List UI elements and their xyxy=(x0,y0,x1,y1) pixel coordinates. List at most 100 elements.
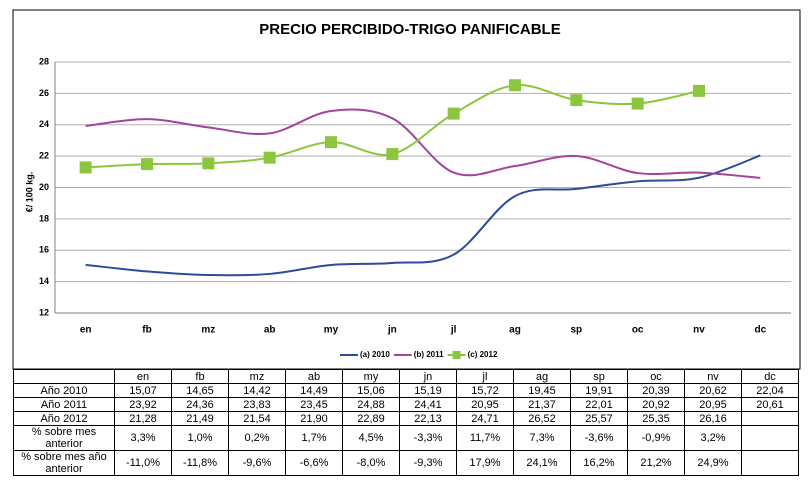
table-cell: 22,04 xyxy=(741,383,799,398)
x-tick-label: en xyxy=(80,325,92,336)
x-tick-label: ab xyxy=(264,325,276,336)
table-cell: 20,95 xyxy=(456,397,514,412)
table-cell: oc xyxy=(627,369,685,384)
table-cell: -6,6% xyxy=(285,450,343,476)
table-cell: -8,0% xyxy=(342,450,400,476)
y-tick-label: 16 xyxy=(39,245,49,255)
table-cell: 4,5% xyxy=(342,425,400,451)
chart-frame xyxy=(12,9,801,370)
y-axis-label: €/ 100 kg. xyxy=(24,172,34,213)
table-cell: 25,35 xyxy=(627,411,685,426)
table-cell: jl xyxy=(456,369,514,384)
table-cell: -3,3% xyxy=(399,425,457,451)
marker xyxy=(447,107,460,120)
table-row: en fb mz ab my jn jl ag sp oc nv dc xyxy=(13,369,799,384)
legend-label: (a) 2010 xyxy=(360,350,390,359)
table-cell: 20,39 xyxy=(627,383,685,398)
table-cell: sp xyxy=(570,369,628,384)
table-cell: 3,3% xyxy=(114,425,172,451)
x-tick-label: fb xyxy=(142,325,151,336)
table-cell: -11,8% xyxy=(171,450,229,476)
table-cell: 22,13 xyxy=(399,411,457,426)
table-cell: 21,54 xyxy=(228,411,286,426)
table-cell: Año 2011 xyxy=(13,397,115,412)
table-cell xyxy=(741,450,799,476)
table-cell: 14,42 xyxy=(228,383,286,398)
table-cell: 23,83 xyxy=(228,397,286,412)
legend-marker xyxy=(452,351,461,359)
table-cell: 20,95 xyxy=(684,397,742,412)
table-cell: 3,2% xyxy=(684,425,742,451)
table-cell: 24,36 xyxy=(171,397,229,412)
table-cell: my xyxy=(342,369,400,384)
table-cell: 21,28 xyxy=(114,411,172,426)
marker xyxy=(693,84,705,97)
table-cell: -9,6% xyxy=(228,450,286,476)
marker xyxy=(386,148,399,161)
data-table: en fb mz ab my jn jl ag sp oc nv dc Año 2010 15,07 14,… xyxy=(13,369,799,476)
y-tick-label: 12 xyxy=(39,307,49,317)
table-cell: 21,90 xyxy=(285,411,343,426)
table-cell: 1,0% xyxy=(171,425,229,451)
line-series xyxy=(85,154,761,277)
table-cell: 21,2% xyxy=(627,450,685,476)
x-tick-label: mz xyxy=(201,325,215,336)
table-cell: 20,92 xyxy=(627,397,685,412)
table-cell: 24,9% xyxy=(684,450,742,476)
table-cell: 16,2% xyxy=(570,450,628,476)
table-cell: 11,7% xyxy=(456,425,514,451)
table-cell: 22,01 xyxy=(570,397,628,412)
table-cell: 22,89 xyxy=(342,411,400,426)
table-cell: 23,92 xyxy=(114,397,172,412)
marker xyxy=(631,97,644,110)
table-row: % sobre mes anterior 3,3% 1,0% 0,2% 1,7% 4,5%… xyxy=(13,425,799,451)
table-cell: -11,0% xyxy=(114,450,172,476)
y-tick-label: 22 xyxy=(39,151,49,161)
table-cell: 15,06 xyxy=(342,383,400,398)
table-row: % sobre mes año anterior -11,0% -11,8% -9,6… xyxy=(13,450,799,476)
marker xyxy=(325,136,337,149)
table-cell: 20,61 xyxy=(741,397,799,412)
table-cell: mz xyxy=(228,369,286,384)
table-cell: fb xyxy=(171,369,229,384)
table-cell: -0,9% xyxy=(627,425,685,451)
table-cell: -3,6% xyxy=(570,425,628,451)
chart-title: PRECIO PERCIBIDO-TRIGO PANIFICABLE xyxy=(259,21,560,38)
table-cell: 24,88 xyxy=(342,397,400,412)
line-series xyxy=(85,108,761,179)
table-cell: % sobre mes año anterior xyxy=(13,450,115,476)
table-cell: 15,19 xyxy=(399,383,457,398)
table-cell: 15,72 xyxy=(456,383,514,398)
table-cell: 24,41 xyxy=(399,397,457,412)
table-cell: 0,2% xyxy=(228,425,286,451)
x-tick-label: jn xyxy=(387,325,397,336)
table-cell: nv xyxy=(684,369,742,384)
table-cell: 19,45 xyxy=(513,383,571,398)
legend-label: (c) 2012 xyxy=(468,350,498,359)
table-cell: 1,7% xyxy=(285,425,343,451)
table-cell: Año 2010 xyxy=(13,383,115,398)
table-row: Año 2012 21,28 21,49 21,54 21,90 22,89 22,13 24… xyxy=(13,411,799,426)
table-cell: 15,07 xyxy=(114,383,172,398)
x-tick-label: oc xyxy=(632,325,644,336)
table-cell: % sobre mes anterior xyxy=(13,425,115,451)
marker xyxy=(570,94,583,107)
y-tick-label: 28 xyxy=(39,56,49,66)
table-cell: 17,9% xyxy=(456,450,514,476)
table-cell: Año 2012 xyxy=(13,411,115,426)
table-cell: 23,45 xyxy=(285,397,343,412)
x-tick-label: jl xyxy=(450,325,457,336)
x-tick-label: my xyxy=(324,325,339,336)
table-cell xyxy=(741,411,799,426)
chart: PRECIO PERCIBIDO-TRIGO PANIFICABLE €/ 10… xyxy=(12,9,801,370)
table-cell: -9,3% xyxy=(399,450,457,476)
table-cell: 19,91 xyxy=(570,383,628,398)
table-cell: en xyxy=(114,369,172,384)
y-tick-label: 24 xyxy=(39,119,49,129)
table-cell: ag xyxy=(513,369,571,384)
y-tick-label: 20 xyxy=(39,182,49,192)
marker xyxy=(509,79,521,92)
y-tick-label: 14 xyxy=(39,276,49,286)
marker xyxy=(141,158,153,171)
